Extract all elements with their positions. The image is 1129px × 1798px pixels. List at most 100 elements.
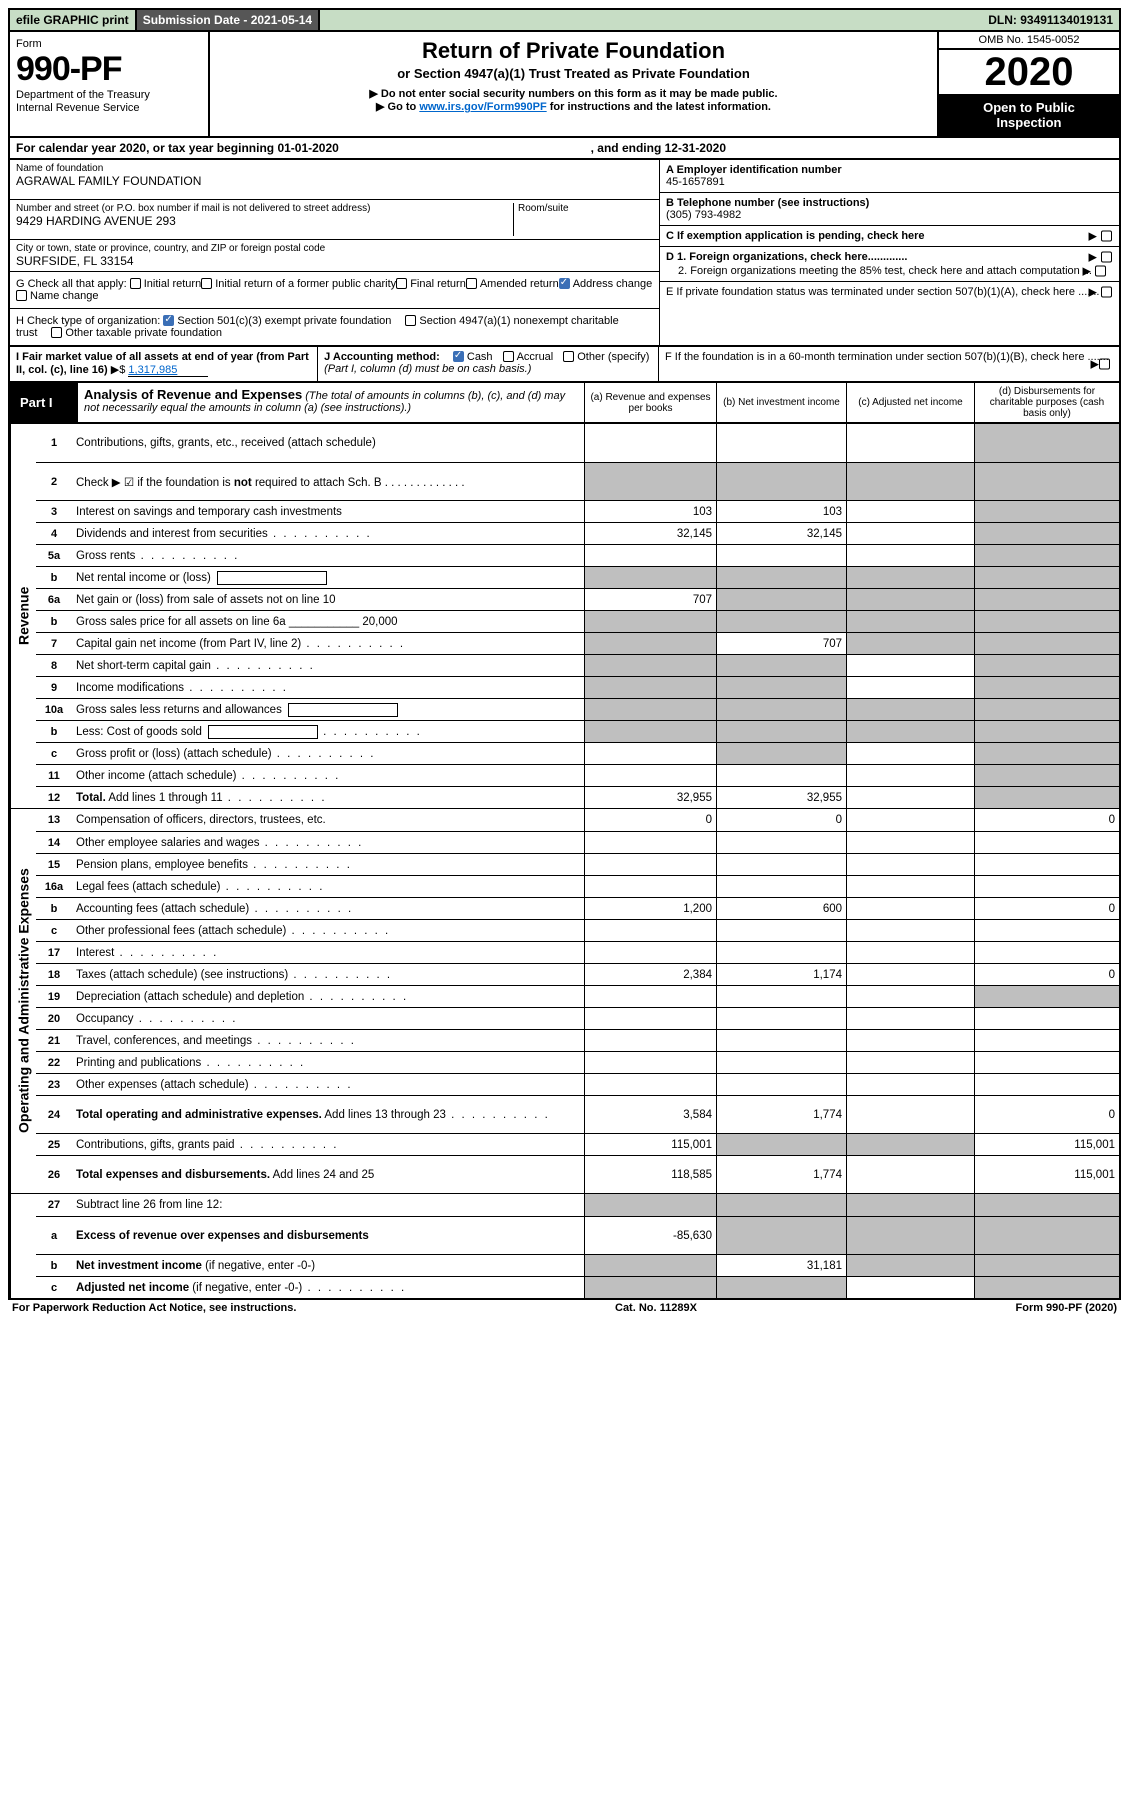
cell-a (584, 567, 716, 588)
cell-d (974, 463, 1119, 500)
table-row: 2Check ▶ ☑ if the foundation is not requ… (36, 462, 1119, 500)
row-number: 17 (36, 942, 72, 963)
table-row: 17Interest (36, 941, 1119, 963)
cell-d (974, 832, 1119, 853)
cell-d: 0 (974, 964, 1119, 985)
cell-d: 115,001 (974, 1156, 1119, 1193)
row-number: 9 (36, 677, 72, 698)
address-label: Number and street (or P.O. box number if… (16, 203, 513, 214)
tax-year: 2020 (939, 50, 1119, 94)
cell-b: 600 (716, 898, 846, 919)
section-side-label: Revenue (10, 424, 36, 808)
row-label: Printing and publications (72, 1055, 584, 1071)
checkbox-D1[interactable] (1101, 252, 1112, 263)
cell-a (584, 545, 716, 566)
g-option[interactable]: Name change (16, 290, 99, 302)
table-row: 18Taxes (attach schedule) (see instructi… (36, 963, 1119, 985)
g-option[interactable]: Address change (559, 278, 653, 290)
row-number: 4 (36, 523, 72, 544)
cell-c (846, 523, 974, 544)
part-i-header: Part I Analysis of Revenue and Expenses … (8, 383, 1121, 424)
checkbox-D2[interactable] (1095, 266, 1106, 277)
col-d-header: (d) Disbursements for charitable purpose… (974, 383, 1119, 422)
dept-2: Internal Revenue Service (16, 102, 202, 115)
cell-a (584, 1030, 716, 1051)
row-label: Total expenses and disbursements. Add li… (72, 1167, 584, 1183)
row-number: 27 (36, 1194, 72, 1216)
checkbox-F[interactable] (1099, 359, 1110, 370)
row-label: Dividends and interest from securities (72, 526, 584, 542)
cell-c (846, 1194, 974, 1216)
checkbox-E[interactable] (1101, 287, 1112, 298)
row-label: Excess of revenue over expenses and disb… (72, 1228, 584, 1244)
row-label: Interest (72, 945, 584, 961)
row-number: b (36, 611, 72, 632)
row-number: 1 (36, 424, 72, 462)
cell-a (584, 920, 716, 941)
row-label: Occupancy (72, 1011, 584, 1027)
cell-b (716, 677, 846, 698)
table-row: 7Capital gain net income (from Part IV, … (36, 632, 1119, 654)
cell-b (716, 463, 846, 500)
table-row: 1Contributions, gifts, grants, etc., rec… (36, 424, 1119, 462)
cell-b (716, 1008, 846, 1029)
row-number: 24 (36, 1096, 72, 1133)
arrow-icon: ▶ (1089, 230, 1097, 243)
row-number: b (36, 721, 72, 742)
value-A: 45-1657891 (666, 176, 725, 188)
table-row: cGross profit or (loss) (attach schedule… (36, 742, 1119, 764)
label-B: B Telephone number (see instructions) (666, 197, 869, 209)
table-row: 22Printing and publications (36, 1051, 1119, 1073)
row-label: Gross rents (72, 548, 584, 564)
j-option[interactable]: Accrual (503, 351, 554, 363)
row-label: Depreciation (attach schedule) and deple… (72, 989, 584, 1005)
g-option[interactable]: Final return (396, 278, 466, 290)
row-label: Subtract line 26 from line 12: (72, 1197, 584, 1213)
j-option[interactable]: Cash (453, 351, 493, 363)
foundation-name-label: Name of foundation (16, 163, 653, 174)
j-option[interactable]: Other (specify) (563, 351, 649, 363)
cell-a (584, 1052, 716, 1073)
g-option[interactable]: Initial return (130, 278, 201, 290)
row-number: 13 (36, 809, 72, 831)
col-b-header: (b) Net investment income (716, 383, 846, 422)
checkbox-C[interactable] (1101, 231, 1112, 242)
cell-b (716, 765, 846, 786)
cell-a: 32,145 (584, 523, 716, 544)
j-options: Cash Accrual Other (specify) (443, 351, 650, 363)
g-option[interactable]: Amended return (466, 278, 559, 290)
row-number: 18 (36, 964, 72, 985)
cell-b (716, 942, 846, 963)
arrow-icon: ▶ (1089, 251, 1097, 264)
cell-d (974, 942, 1119, 963)
cell-b (716, 743, 846, 764)
row-number: 6a (36, 589, 72, 610)
h-option[interactable]: Section 501(c)(3) exempt private foundat… (163, 315, 391, 327)
cell-a: 3,584 (584, 1096, 716, 1133)
g-option[interactable]: Initial return of a former public charit… (201, 278, 396, 290)
table-row: 4Dividends and interest from securities3… (36, 522, 1119, 544)
row-label: Capital gain net income (from Part IV, l… (72, 636, 584, 652)
row-number: c (36, 920, 72, 941)
form-instructions-link[interactable]: www.irs.gov/Form990PF (419, 101, 546, 113)
h-option[interactable]: Other taxable private foundation (51, 327, 222, 339)
cell-a: 115,001 (584, 1134, 716, 1155)
efile-print-label[interactable]: efile GRAPHIC print (10, 10, 137, 30)
cell-d (974, 986, 1119, 1007)
cell-d (974, 765, 1119, 786)
open-to-public: Open to Public Inspection (939, 94, 1119, 136)
table-row: 10aGross sales less returns and allowanc… (36, 698, 1119, 720)
value-I[interactable]: 1,317,985 (128, 364, 208, 377)
dept-1: Department of the Treasury (16, 89, 202, 102)
row-number: 11 (36, 765, 72, 786)
label-F: F If the foundation is in a 60-month ter… (665, 351, 1109, 363)
cell-c (846, 1134, 974, 1155)
row-number: c (36, 743, 72, 764)
row-number: b (36, 898, 72, 919)
h-label: H Check type of organization: (16, 315, 160, 327)
cell-a (584, 677, 716, 698)
row-label: Travel, conferences, and meetings (72, 1033, 584, 1049)
row-number: 10a (36, 699, 72, 720)
cal-right: , and ending 12-31-2020 (591, 141, 1113, 155)
row-label: Accounting fees (attach schedule) (72, 901, 584, 917)
